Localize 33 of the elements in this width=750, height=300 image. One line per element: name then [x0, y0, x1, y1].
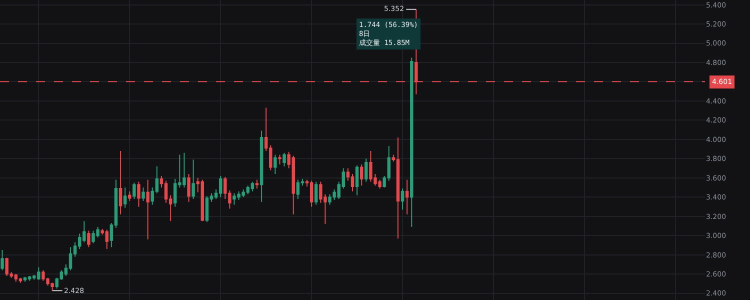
candlestick	[187, 174, 190, 202]
candlestick	[205, 196, 209, 223]
candlestick	[18, 277, 22, 284]
candlestick	[23, 276, 27, 282]
candlestick	[274, 154, 277, 175]
candlestick	[118, 150, 122, 215]
candlestick	[218, 175, 222, 198]
candlestick	[192, 159, 195, 200]
candlestick	[364, 158, 368, 182]
candlestick	[400, 188, 404, 210]
candlestick	[0, 250, 4, 271]
candlestick	[405, 179, 409, 215]
candlestick	[87, 230, 90, 248]
candlestick	[355, 164, 359, 196]
candlestick	[282, 152, 286, 167]
candlestick	[123, 187, 127, 208]
candlestick	[396, 137, 400, 239]
candlestick	[296, 179, 300, 200]
candlestick	[142, 187, 145, 202]
candlestick	[255, 179, 259, 189]
candlestick	[310, 180, 314, 208]
candlestick	[132, 182, 136, 200]
candlestick	[14, 274, 18, 282]
candlestick	[137, 181, 140, 208]
candlestick	[278, 154, 282, 165]
candlestick	[410, 57, 414, 228]
candlestick	[128, 190, 132, 202]
candlestick	[146, 179, 150, 240]
candlestick	[360, 164, 364, 186]
candlestick	[314, 181, 318, 206]
candlestick	[250, 181, 254, 192]
candlestick	[260, 130, 264, 202]
candlestick	[28, 275, 32, 282]
